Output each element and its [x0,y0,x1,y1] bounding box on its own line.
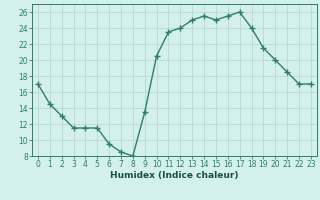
X-axis label: Humidex (Indice chaleur): Humidex (Indice chaleur) [110,171,239,180]
